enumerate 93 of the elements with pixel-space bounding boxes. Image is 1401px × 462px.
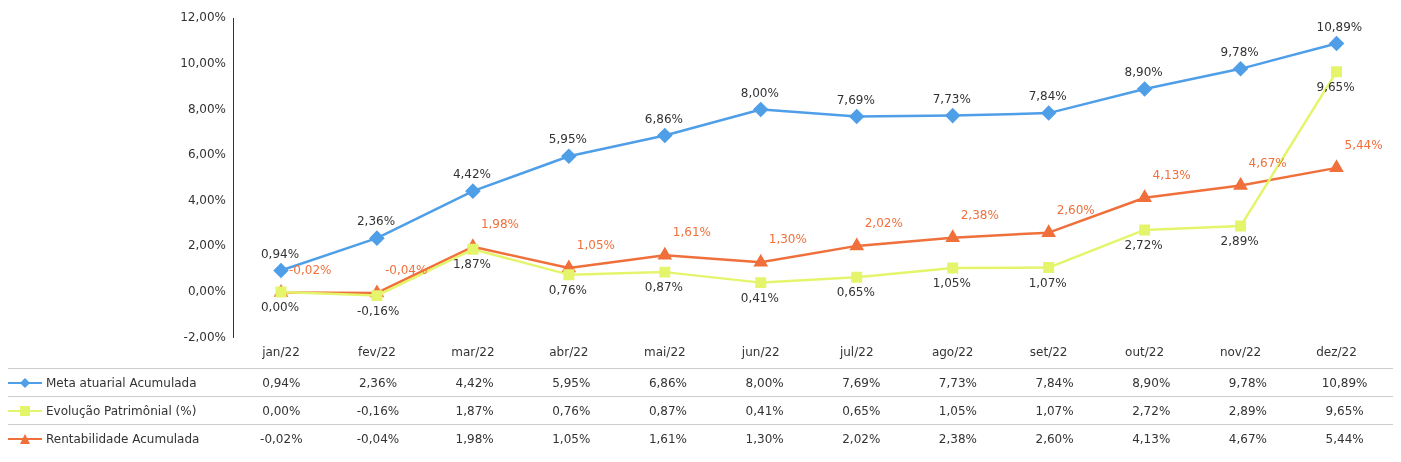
text: 7,73% [932,91,971,106]
data-label: 2,60% [1006,424,1103,453]
y-tick-label: 8,00% [187,101,226,116]
data-label: 2,02% [812,424,910,453]
text: 7,69% [836,92,875,107]
data-label: 7,84% [1006,368,1103,397]
data-label: 5,95% [522,368,620,397]
data-label: 0,41% [716,396,813,425]
data-label: 4,42% [426,368,523,397]
x-tick-label: fev/22 [357,344,396,359]
data-label: 6,86% [619,368,717,397]
x-tick-label: mai/22 [643,344,686,359]
data-label: 1,87% [426,396,523,425]
legend-label: Meta atuarial Acumulada [46,375,197,390]
text: 1,30% [768,232,807,247]
text: 8,00% [740,85,779,100]
data-label: 5,44% [1296,424,1393,453]
data-label: -0,02% [233,424,330,453]
y-tick-label: 2,00% [187,238,226,253]
text: 2,02% [864,216,903,231]
y-tick-label: 0,00% [187,284,226,299]
text: 2,89% [1220,234,1259,249]
data-label: 7,73% [909,368,1007,397]
text: 7,84% [1028,89,1067,104]
text: 0,76% [548,282,587,297]
text: 10,89% [1316,19,1363,34]
data-label: 0,76% [522,396,620,425]
text: 1,61% [672,225,711,240]
y-tick-label: -2,00% [183,329,226,344]
data-label: 2,38% [909,424,1007,453]
data-label: 1,30% [716,424,813,453]
x-tick-label: mar/22 [451,344,495,359]
data-label: 1,05% [909,396,1007,425]
x-tick-label: nov/22 [1219,344,1262,359]
text: 0,00% [260,300,300,315]
data-label: 7,69% [812,368,910,397]
text: 1,07% [1028,275,1067,290]
data-label: 1,07% [1006,396,1103,425]
x-tick-label: jul/22 [838,344,874,359]
data-label: 1,61% [619,424,717,453]
text: 2,60% [1056,202,1095,217]
text: 5,44% [1344,137,1383,152]
x-tick-label: jan/22 [261,344,300,359]
y-tick-label: 4,00% [187,192,226,207]
data-label: -0,04% [329,424,427,453]
legend-label: Evolução Patrimônial (%) [46,403,197,418]
text: -0,04% [384,263,428,278]
text: 0,65% [836,285,875,300]
data-label: -0,16% [329,396,427,425]
text: 1,98% [480,216,520,231]
text: 1,05% [932,276,971,291]
x-tick-label: ago/22 [931,344,974,359]
data-label: 8,90% [1102,368,1200,397]
data-label: 2,89% [1199,396,1297,425]
y-tick-label: 6,00% [187,147,226,162]
text: 9,78% [1220,44,1259,59]
text: 0,87% [644,280,683,295]
y-tick-label: 12,00% [180,10,226,25]
text: 6,86% [644,111,683,126]
text: 2,72% [1124,238,1163,253]
data-label: 2,36% [329,368,427,397]
data-label: 4,13% [1102,424,1200,453]
text: 1,05% [576,238,615,253]
data-label: 1,05% [522,424,620,453]
text: 4,42% [452,167,492,182]
data-label: 0,00% [233,396,330,425]
data-label: 9,65% [1296,396,1393,425]
text: -0,02% [288,262,332,277]
data-label: 10,89% [1296,368,1393,397]
x-tick-label: out/22 [1125,344,1165,359]
data-label: 9,78% [1199,368,1297,397]
data-label: 0,94% [233,368,330,397]
legend-label: Rentabilidade Acumulada [46,431,200,446]
data-label: 4,67% [1199,424,1297,453]
data-label: 1,98% [426,424,523,453]
data-label: 2,72% [1102,396,1200,425]
data-label: 8,00% [716,368,813,397]
data-label: 0,87% [619,396,717,425]
data-label: 0,65% [812,396,910,425]
x-tick-label: dez/22 [1316,344,1357,359]
text: 0,94% [260,246,300,261]
text: 2,36% [356,214,396,229]
text: 0,41% [740,290,779,305]
text: 5,95% [548,132,587,147]
x-tick-label: set/22 [1029,344,1068,359]
text: 1,87% [452,257,492,272]
text: -0,16% [356,303,400,318]
y-tick-label: 10,00% [180,55,226,70]
text: 2,38% [960,207,999,222]
text: 4,13% [1152,167,1191,182]
x-tick-label: jun/22 [740,344,780,359]
x-tick-label: abr/22 [549,344,589,359]
text: 8,90% [1124,65,1163,80]
